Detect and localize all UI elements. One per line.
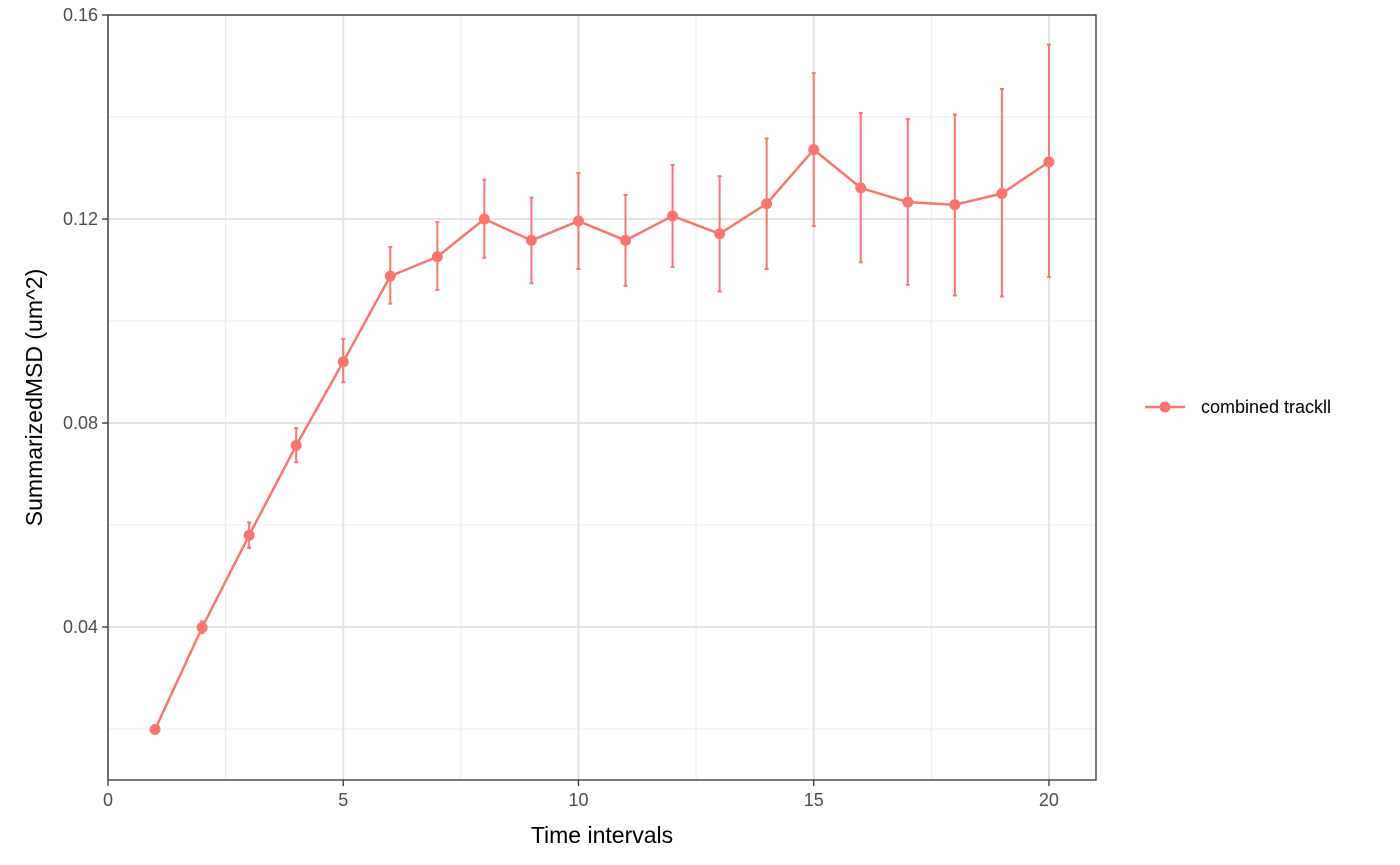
data-point — [714, 228, 726, 240]
x-axis-title: Time intervals — [531, 822, 673, 848]
y-tick-label: 0.04 — [63, 617, 98, 637]
legend-key-point — [1159, 401, 1171, 413]
data-point — [949, 199, 961, 211]
x-tick-label: 10 — [568, 790, 588, 810]
series-line — [153, 148, 1050, 731]
legend: combined trackll — [1145, 397, 1331, 417]
data-point — [431, 251, 443, 263]
x-tick-label: 0 — [103, 790, 113, 810]
data-point — [572, 215, 584, 227]
y-tick-label: 0.08 — [63, 413, 98, 433]
data-point — [243, 529, 255, 541]
data-point — [761, 198, 773, 210]
data-point — [196, 622, 208, 634]
series-layer — [149, 43, 1055, 736]
minor-gridlines — [108, 15, 1096, 780]
panel-border — [107, 14, 1097, 781]
data-point — [525, 234, 537, 246]
data-point — [478, 213, 490, 225]
data-point — [620, 234, 632, 246]
axis-tick-labels: 0 5 10 15 20 0.04 0.08 0.12 0.16 — [63, 5, 1059, 810]
axis-ticks — [102, 14, 1050, 786]
data-point — [337, 356, 349, 368]
data-point — [149, 724, 161, 736]
data-point — [667, 210, 679, 222]
x-tick-label: 20 — [1039, 790, 1059, 810]
data-point — [855, 182, 867, 194]
data-point — [290, 439, 302, 451]
y-tick-label: 0.12 — [63, 209, 98, 229]
y-axis-title: SummarizedMSD (um^2) — [21, 269, 47, 526]
y-tick-label: 0.16 — [63, 5, 98, 25]
data-point — [808, 144, 820, 156]
data-point — [384, 270, 396, 282]
x-tick-label: 15 — [804, 790, 824, 810]
legend-label: combined trackll — [1201, 397, 1331, 417]
x-tick-label: 5 — [338, 790, 348, 810]
data-point — [1043, 156, 1055, 168]
data-point — [996, 188, 1008, 199]
data-point — [902, 196, 914, 208]
